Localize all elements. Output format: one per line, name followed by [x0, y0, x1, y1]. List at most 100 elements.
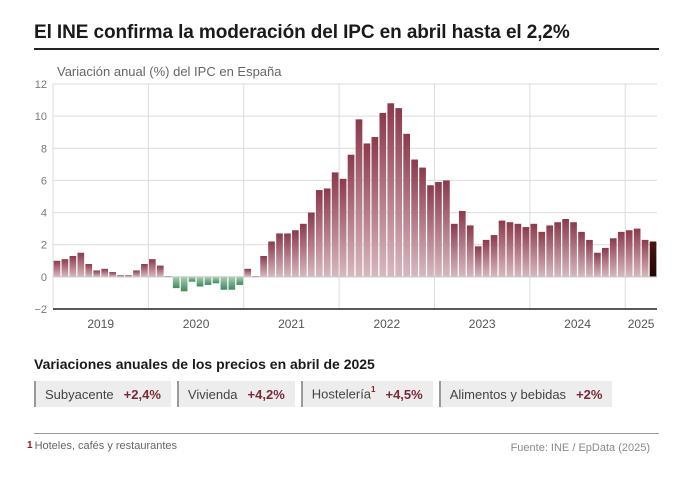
bar-month [355, 119, 363, 277]
bar-month [236, 276, 244, 285]
card-vivienda: Vivienda +4,2% [176, 381, 295, 407]
bar-month [586, 239, 593, 277]
breakdown-cards: Subyacente +2,4% Vivienda +4,2% Hosteler… [34, 381, 613, 407]
bar-month [530, 223, 538, 277]
footnote-marker: 1 [371, 385, 376, 395]
footnote-text: Hoteles, cafés y restaurantes [34, 440, 178, 452]
bar-month [188, 276, 196, 282]
bar-month [228, 276, 236, 290]
card-label: Vivienda [187, 386, 238, 402]
y-tick-label: 10 [35, 111, 47, 123]
bar-month [625, 230, 633, 277]
bar-month [85, 264, 93, 277]
bar-month [546, 225, 554, 277]
bar-month [300, 223, 307, 277]
source-credit: Fuente: INE / EpData (2025) [510, 442, 650, 454]
bar-month [347, 154, 355, 277]
bar-month [633, 228, 641, 277]
page-title: El INE confirma la moderación del IPC en… [34, 22, 570, 43]
bar-month [109, 272, 116, 277]
breakdown-title: Variaciones anuales de los precios en ab… [34, 356, 375, 372]
card-label: Subyacente [45, 386, 114, 402]
bar-month [458, 210, 466, 277]
bar-month [649, 241, 657, 277]
y-tick-label: 6 [41, 175, 47, 187]
bar-month [371, 137, 379, 277]
bar-month [554, 222, 561, 277]
bar-month [379, 112, 387, 277]
bar-month [196, 276, 204, 287]
x-year-label: 2021 [278, 317, 305, 331]
x-year-label: 2023 [469, 317, 496, 331]
x-year-label: 2025 [628, 317, 655, 331]
bar-month [133, 270, 140, 277]
x-year-label: 2024 [564, 317, 591, 331]
bar-month [101, 268, 108, 277]
bar-month [141, 264, 148, 277]
bar-month [498, 220, 506, 277]
bar-month [482, 239, 490, 277]
bar-month [538, 231, 546, 277]
bar-month [435, 182, 442, 277]
card-label: Alimentos y bebidas [449, 386, 567, 402]
bar-month [284, 233, 291, 277]
bar-month [180, 276, 188, 292]
bar-month [268, 241, 275, 277]
bar-month [514, 223, 522, 277]
bar-month [403, 133, 410, 277]
card-value: +4,5% [385, 386, 423, 402]
bar-month [125, 275, 132, 277]
card-value: +2% [576, 386, 603, 402]
card-hosteleria: Hostelería1 +4,5% [300, 381, 433, 407]
bar-month [578, 231, 585, 277]
bar-month [212, 276, 220, 284]
title-divider [34, 48, 659, 50]
bar-month [570, 222, 577, 277]
bar-month [315, 190, 323, 277]
x-year-label: 2022 [373, 317, 400, 331]
footnote: 1 Hoteles, cafés y restaurantes [27, 440, 177, 452]
bar-month [617, 231, 625, 277]
bar-month [260, 255, 267, 277]
bar-month [443, 180, 450, 277]
bar-month [395, 108, 403, 277]
bar-month [490, 235, 498, 277]
bar-month [594, 252, 601, 277]
bar-month [411, 159, 418, 277]
bar-month [77, 252, 85, 277]
bar-month [220, 276, 228, 290]
bar-month [419, 167, 426, 277]
card-alimentos: Alimentos y bebidas +2% [438, 381, 613, 407]
bar-month [363, 143, 371, 277]
bar-month [69, 255, 77, 277]
bar-month [474, 246, 482, 277]
y-tick-label: 12 [35, 79, 47, 91]
bar-month [451, 223, 458, 277]
bar-month [93, 270, 101, 277]
bar-month [339, 178, 347, 277]
y-tick-label: −2 [34, 304, 47, 316]
x-year-label: 2019 [87, 317, 114, 331]
bar-month [562, 219, 569, 277]
y-tick-label: 2 [41, 240, 47, 252]
bar-month [331, 172, 339, 277]
bar-month [276, 233, 283, 277]
x-year-label: 2020 [183, 317, 210, 331]
bar-month [602, 247, 609, 277]
bar-month [466, 225, 474, 277]
bar-month [522, 227, 530, 277]
footnote-mark: 1 [27, 440, 33, 451]
bar-month [427, 185, 434, 277]
bar-month [117, 275, 124, 277]
bar-month [204, 276, 212, 285]
chart-subtitle: Variación anual (%) del IPC en España [57, 64, 282, 79]
y-tick-label: 8 [41, 143, 47, 155]
bar-month [609, 238, 617, 277]
footer-divider [34, 433, 659, 434]
y-tick-label: 4 [41, 208, 47, 220]
bar-month [149, 259, 156, 277]
card-subyacente: Subyacente +2,4% [34, 381, 171, 407]
bar-month [292, 230, 299, 277]
bar-month [61, 259, 69, 277]
